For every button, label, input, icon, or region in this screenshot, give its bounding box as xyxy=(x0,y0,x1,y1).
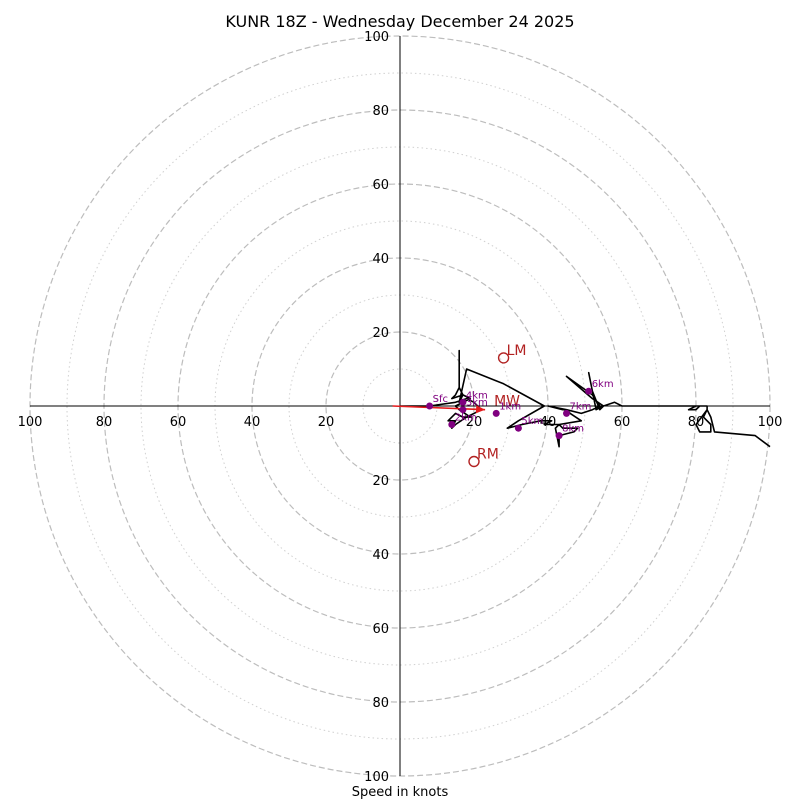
tick-label-bottom: 100 xyxy=(364,770,389,785)
storm-motion-group: LM RM xyxy=(468,343,527,468)
tick-label-left: 60 xyxy=(170,415,187,430)
height-marker-8km xyxy=(555,432,563,440)
height-label-4km: 4km xyxy=(466,390,488,401)
tick-label-right: 20 xyxy=(466,415,483,430)
height-label-sfc: Sfc xyxy=(433,394,448,405)
tick-label-right: 60 xyxy=(614,415,631,430)
tick-label-bottom: 60 xyxy=(372,622,389,637)
storm-motion-rm xyxy=(468,455,480,468)
height-label-1km: 1km xyxy=(499,401,521,412)
tick-label-left: 100 xyxy=(18,415,43,430)
tick-label-top: 60 xyxy=(372,178,389,193)
height-label-6km: 6km xyxy=(592,379,614,390)
height-marker-5km xyxy=(514,424,522,432)
storm-motion-label-lm: LM xyxy=(507,343,527,359)
tick-label-top: 100 xyxy=(364,30,389,45)
mean-wind-vector xyxy=(392,405,486,411)
tick-label-left: 80 xyxy=(96,415,113,430)
height-label-7km: 7km xyxy=(570,401,592,412)
height-marker-sfc xyxy=(426,402,434,410)
tick-label-bottom: 80 xyxy=(372,696,389,711)
tick-label-left: 20 xyxy=(318,415,335,430)
height-marker-1km xyxy=(492,409,500,417)
height-label-3km: 3km xyxy=(466,398,488,409)
height-marker-6km xyxy=(585,387,593,395)
mean-wind-label: MW xyxy=(494,394,520,410)
x-axis-label: Speed in knots xyxy=(352,785,449,800)
wind-trace xyxy=(400,349,771,448)
storm-motion-lm xyxy=(497,352,510,364)
height-label-8km: 8km xyxy=(562,424,584,435)
height-label-2km: 2km xyxy=(455,413,477,424)
height-marker-7km xyxy=(563,409,570,417)
tick-label-top: 20 xyxy=(372,326,389,341)
wind-trace-line xyxy=(400,349,771,448)
height-marker-3km xyxy=(459,406,467,414)
height-marker-2km xyxy=(448,421,456,428)
mean-wind-arrowhead xyxy=(475,405,486,414)
height-label-5km: 5km xyxy=(521,416,543,427)
tick-label-bottom: 40 xyxy=(372,548,389,563)
height-marker-4km xyxy=(459,398,467,406)
tick-label-bottom: 20 xyxy=(372,474,389,489)
mean-wind-group: MW xyxy=(392,394,520,414)
tick-label-right: 100 xyxy=(758,415,783,430)
tick-label-top: 40 xyxy=(372,252,389,267)
tick-label-left: 40 xyxy=(244,415,261,430)
tick-label-top: 80 xyxy=(372,104,389,119)
storm-motion-label-rm: RM xyxy=(477,447,499,463)
chart-title: KUNR 18Z - Wednesday December 24 2025 xyxy=(225,12,574,31)
